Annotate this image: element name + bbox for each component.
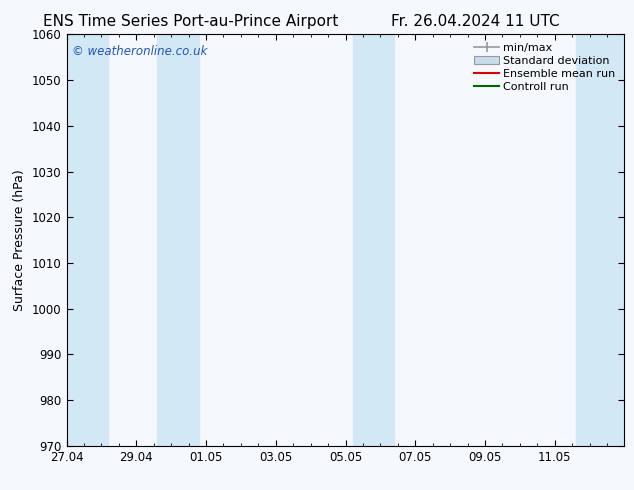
Bar [576, 34, 624, 446]
Text: Fr. 26.04.2024 11 UTC: Fr. 26.04.2024 11 UTC [391, 14, 560, 29]
Y-axis label: Surface Pressure (hPa): Surface Pressure (hPa) [13, 169, 27, 311]
Legend: min/max, Standard deviation, Ensemble mean run, Controll run: min/max, Standard deviation, Ensemble me… [471, 40, 619, 95]
Text: © weatheronline.co.uk: © weatheronline.co.uk [72, 45, 207, 58]
Bar [67, 34, 108, 446]
Text: ENS Time Series Port-au-Prince Airport: ENS Time Series Port-au-Prince Airport [42, 14, 338, 29]
Bar [157, 34, 199, 446]
Bar [353, 34, 394, 446]
